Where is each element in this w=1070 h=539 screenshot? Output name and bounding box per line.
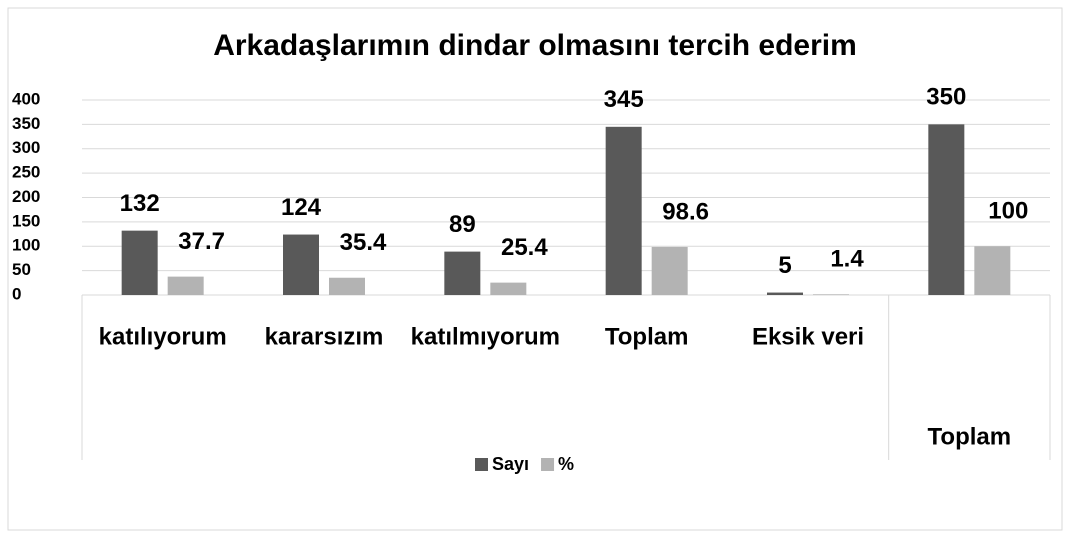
bar bbox=[329, 277, 365, 295]
group-label: Toplam bbox=[928, 423, 1012, 450]
bar bbox=[767, 292, 803, 295]
y-tick-label: 50 bbox=[12, 260, 31, 279]
bar bbox=[283, 234, 319, 295]
x-tick-label: Eksik veri bbox=[752, 323, 864, 350]
data-label: 89 bbox=[449, 211, 476, 238]
data-label: 1.4 bbox=[830, 246, 864, 273]
bar bbox=[167, 276, 204, 295]
x-tick-label: Toplam bbox=[605, 323, 689, 350]
x-tick-label: katılmıyorum bbox=[411, 323, 560, 350]
data-label: 5 bbox=[778, 252, 791, 279]
bar bbox=[490, 282, 527, 295]
y-tick-label: 150 bbox=[12, 211, 40, 230]
y-tick-label: 250 bbox=[12, 163, 40, 182]
legend-swatch bbox=[475, 458, 488, 471]
bar bbox=[928, 124, 965, 295]
chart-title: Arkadaşlarımın dindar olmasını tercih ed… bbox=[213, 29, 857, 62]
legend-label: % bbox=[558, 454, 574, 474]
x-tick-label: kararsızım bbox=[265, 323, 384, 350]
y-tick-label: 200 bbox=[12, 187, 40, 206]
chart-frame bbox=[7, 7, 1063, 531]
legend-label: Sayı bbox=[492, 454, 529, 474]
bar bbox=[974, 246, 1011, 295]
data-label: 35.4 bbox=[340, 229, 387, 256]
y-tick-label: 350 bbox=[12, 114, 40, 133]
bar bbox=[605, 126, 642, 295]
bar bbox=[444, 251, 481, 295]
data-label: 350 bbox=[926, 84, 966, 111]
bar bbox=[651, 246, 688, 295]
data-label: 132 bbox=[120, 190, 160, 217]
x-tick-label: katılıyorum bbox=[99, 323, 227, 350]
data-label: 37.7 bbox=[178, 228, 225, 255]
y-tick-label: 300 bbox=[12, 138, 40, 157]
data-label: 98.6 bbox=[662, 198, 709, 225]
data-label: 25.4 bbox=[501, 234, 548, 261]
y-tick-label: 400 bbox=[12, 89, 40, 108]
data-label: 345 bbox=[604, 86, 644, 113]
data-label: 124 bbox=[281, 194, 322, 221]
legend-swatch bbox=[541, 458, 555, 471]
bar bbox=[121, 230, 158, 295]
bar bbox=[813, 294, 849, 295]
y-tick-label: 100 bbox=[12, 236, 40, 255]
data-label: 100 bbox=[988, 198, 1028, 225]
y-tick-label: 0 bbox=[12, 284, 21, 303]
